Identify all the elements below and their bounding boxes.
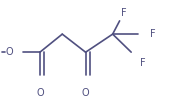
Text: F: F [140, 58, 145, 68]
Text: O: O [36, 88, 44, 98]
Text: O: O [82, 88, 89, 98]
Text: F: F [150, 29, 156, 39]
Text: O: O [5, 47, 13, 57]
Text: F: F [121, 8, 127, 18]
